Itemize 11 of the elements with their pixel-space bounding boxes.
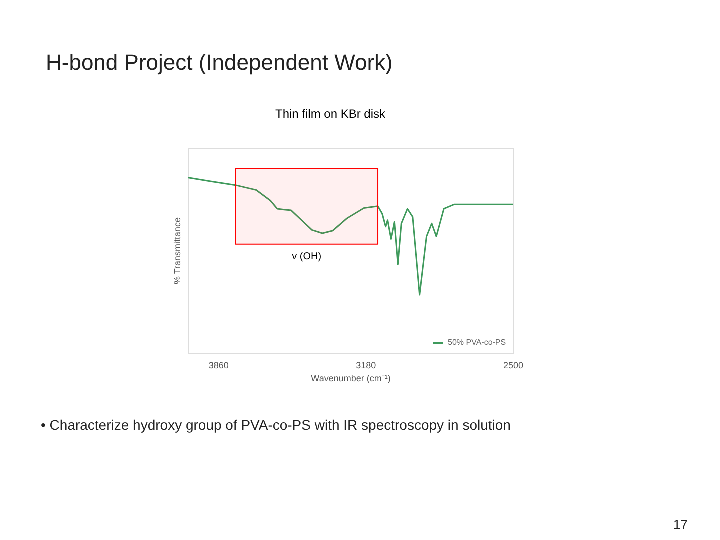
- chart-title: Thin film on KBr disk: [275, 107, 387, 121]
- x-tick-label: 2500: [503, 360, 524, 370]
- x-tick-label: 3180: [356, 360, 376, 370]
- x-tick-label: 3860: [208, 360, 229, 370]
- legend-label: 50% PVA-co-PS: [448, 338, 506, 347]
- text: • Characterize hydroxy group of PVA-co-PS with IR spectroscopy in solution: [41, 417, 511, 433]
- text: H-bond Project (Independent Work): [46, 50, 393, 75]
- band-label: v (OH): [292, 251, 322, 262]
- x-axis-title: Wavenumber (cm⁻¹): [311, 374, 391, 384]
- y-axis-title: % Transmittance: [172, 217, 182, 285]
- text: 17: [674, 517, 688, 532]
